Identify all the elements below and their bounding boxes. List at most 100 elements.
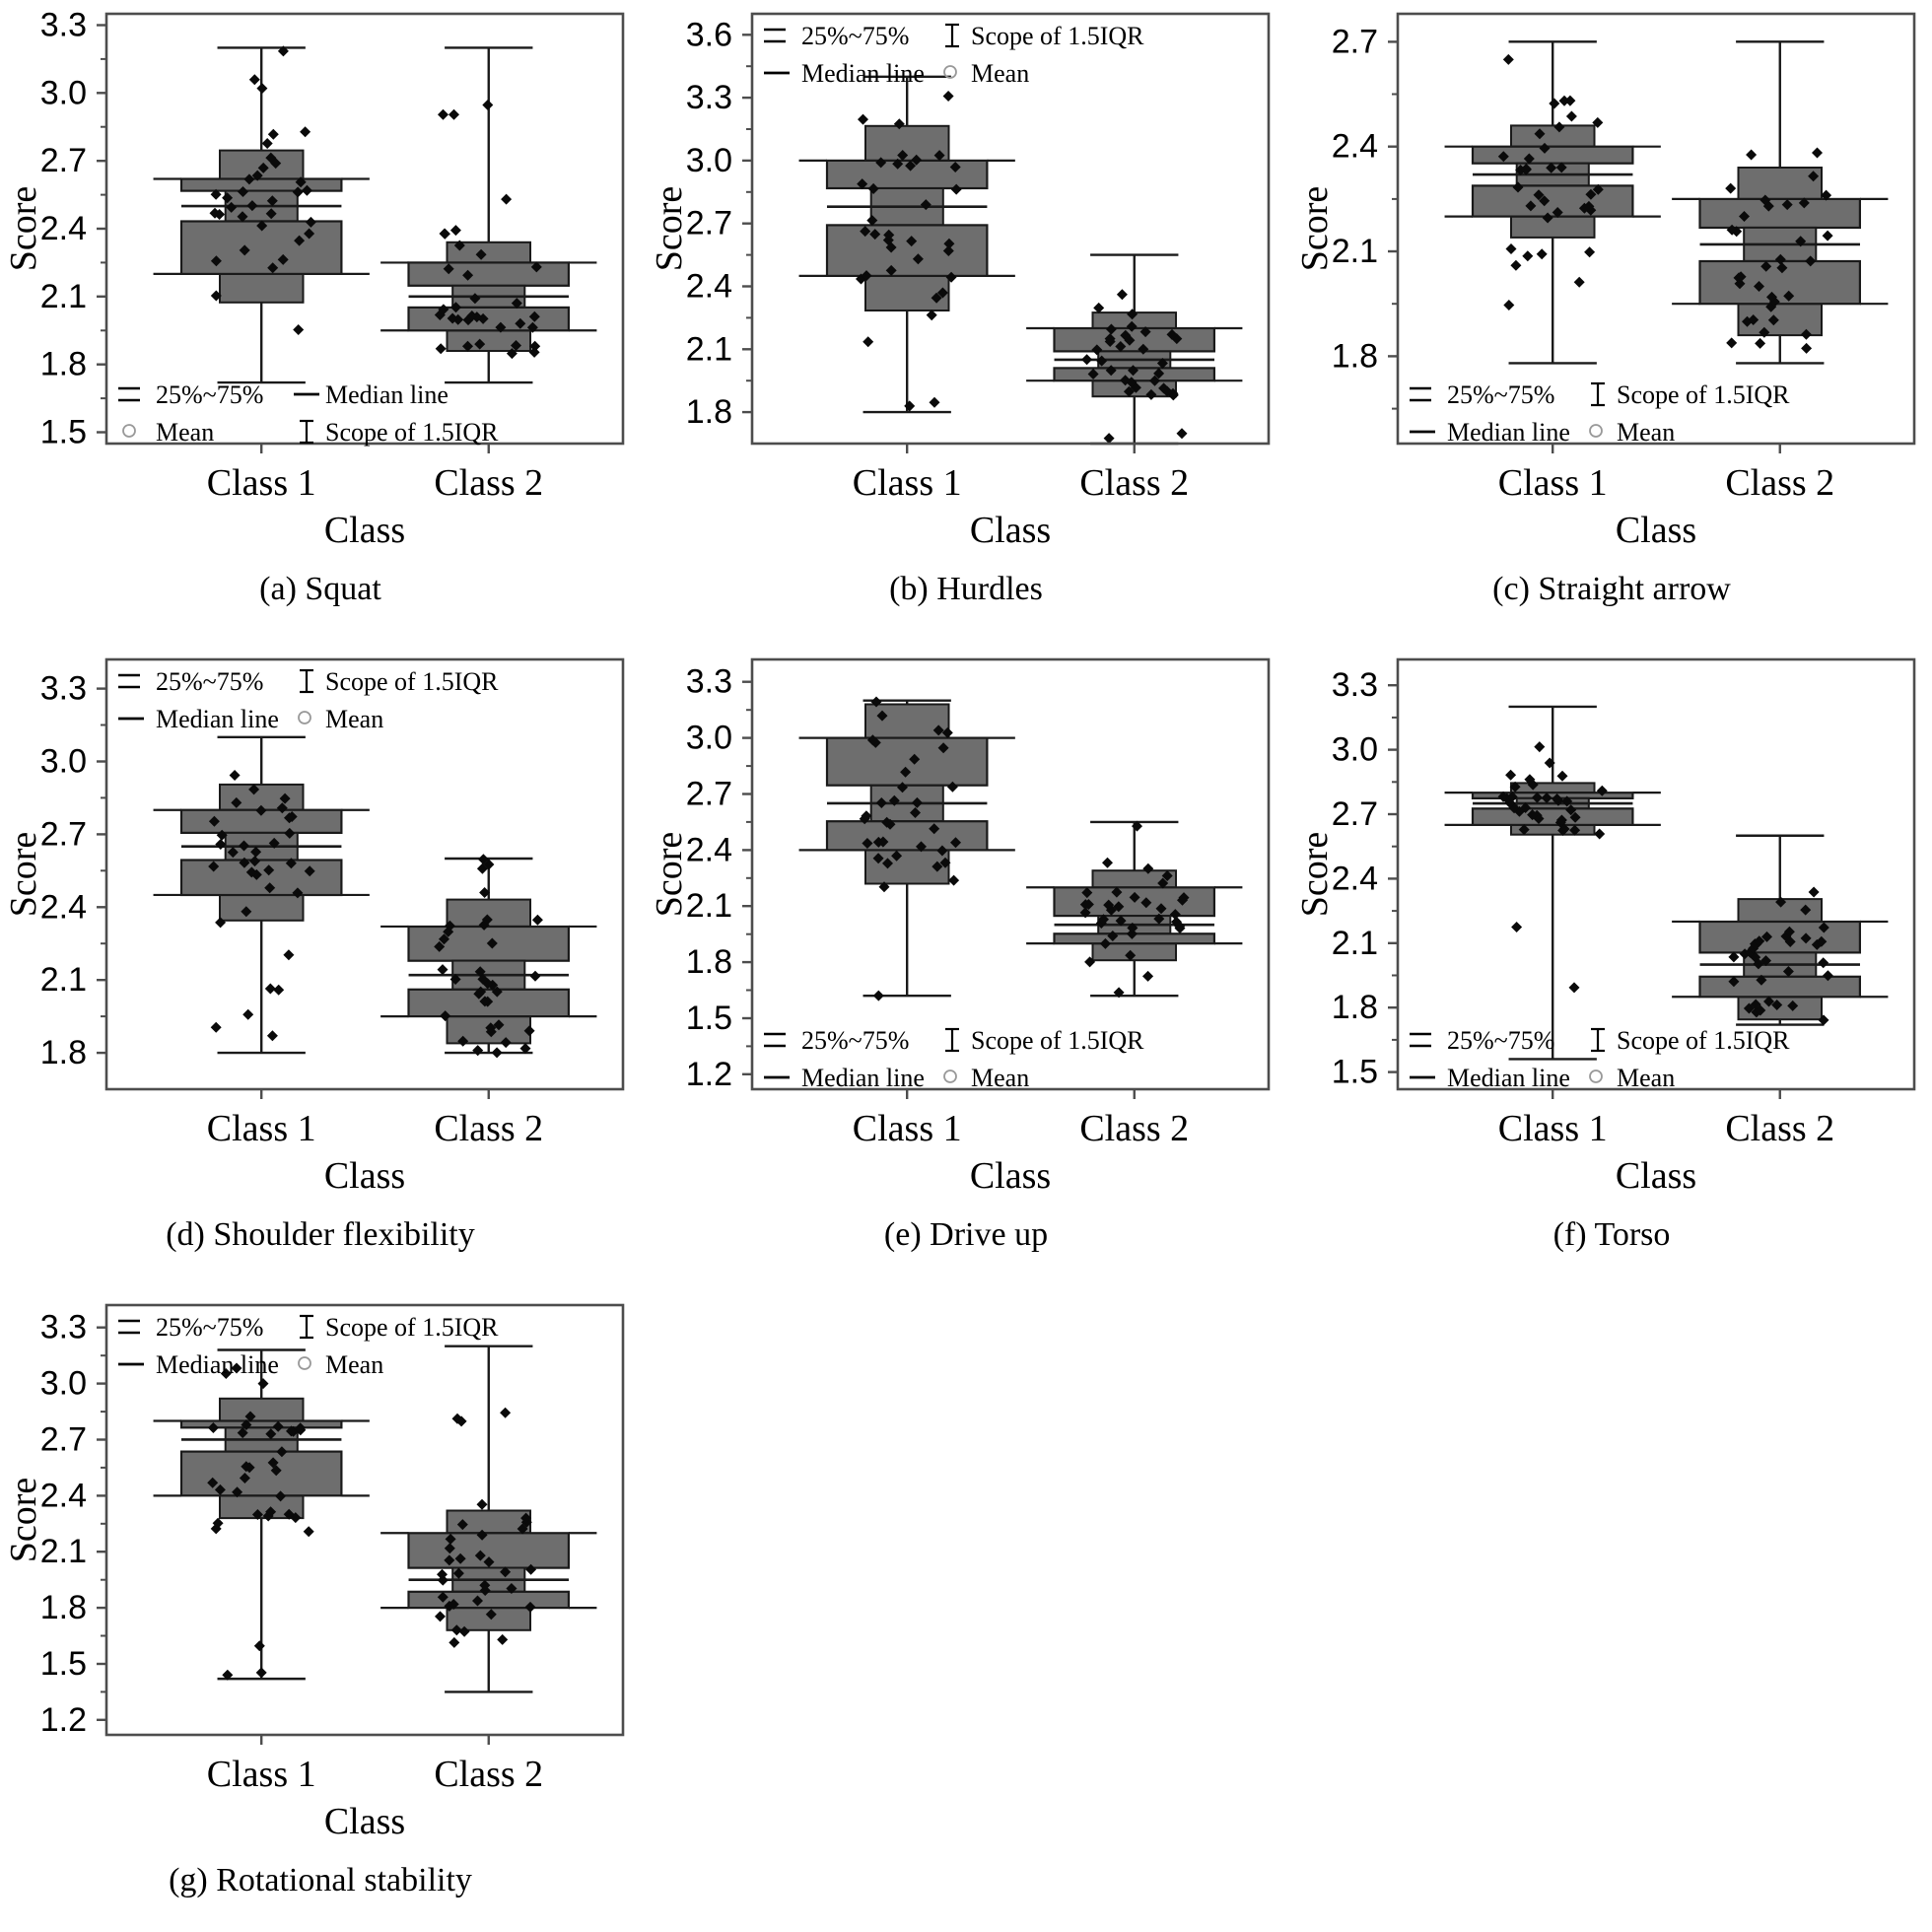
svg-text:Median line: Median line xyxy=(325,380,448,409)
svg-text:2.1: 2.1 xyxy=(40,278,87,315)
svg-text:1.8: 1.8 xyxy=(1332,337,1378,375)
svg-text:2.7: 2.7 xyxy=(1332,23,1378,60)
svg-text:Class: Class xyxy=(324,510,405,551)
svg-text:1.8: 1.8 xyxy=(40,346,87,383)
svg-text:2.4: 2.4 xyxy=(40,210,87,247)
svg-text:Class 2: Class 2 xyxy=(434,1754,543,1795)
svg-text:3.3: 3.3 xyxy=(40,670,87,708)
svg-text:1.5: 1.5 xyxy=(686,1000,732,1037)
svg-text:Score: Score xyxy=(3,186,44,272)
svg-text:3.3: 3.3 xyxy=(686,663,732,701)
svg-text:Scope of 1.5IQR: Scope of 1.5IQR xyxy=(325,418,499,447)
svg-text:3.0: 3.0 xyxy=(40,74,87,111)
svg-text:Score: Score xyxy=(1294,186,1336,272)
svg-text:Class: Class xyxy=(970,1155,1051,1197)
svg-text:Class 2: Class 2 xyxy=(1079,1108,1189,1149)
svg-text:25%~75%: 25%~75% xyxy=(156,1313,263,1342)
svg-text:1.8: 1.8 xyxy=(686,393,732,431)
svg-text:2.4: 2.4 xyxy=(686,268,732,306)
svg-text:25%~75%: 25%~75% xyxy=(1447,1026,1554,1055)
svg-text:1.5: 1.5 xyxy=(1332,1054,1378,1091)
svg-text:Class 1: Class 1 xyxy=(853,1108,962,1149)
svg-text:Mean: Mean xyxy=(156,418,214,447)
svg-text:1.8: 1.8 xyxy=(686,943,732,981)
svg-text:1.8: 1.8 xyxy=(1332,989,1378,1026)
svg-text:Scope of 1.5IQR: Scope of 1.5IQR xyxy=(325,667,499,696)
svg-text:1.8: 1.8 xyxy=(40,1589,87,1626)
svg-text:Mean: Mean xyxy=(1617,418,1675,447)
svg-text:2.1: 2.1 xyxy=(686,887,732,925)
svg-text:1.5: 1.5 xyxy=(40,414,87,451)
svg-text:Score: Score xyxy=(649,186,690,272)
svg-text:Scope of 1.5IQR: Scope of 1.5IQR xyxy=(1617,380,1790,409)
svg-text:2.1: 2.1 xyxy=(1332,925,1378,962)
svg-text:25%~75%: 25%~75% xyxy=(801,1026,909,1055)
svg-text:Mean: Mean xyxy=(971,1064,1029,1092)
svg-text:2.7: 2.7 xyxy=(40,815,87,853)
svg-text:2.7: 2.7 xyxy=(686,776,732,813)
svg-text:Median line: Median line xyxy=(801,59,925,88)
svg-text:3.0: 3.0 xyxy=(1332,731,1378,769)
svg-text:Score: Score xyxy=(3,1478,44,1563)
svg-text:2.7: 2.7 xyxy=(686,205,732,242)
svg-text:Median line: Median line xyxy=(156,1350,279,1379)
svg-text:2.4: 2.4 xyxy=(40,1477,87,1514)
svg-text:Class 1: Class 1 xyxy=(207,1754,316,1795)
svg-text:2.1: 2.1 xyxy=(1332,233,1378,270)
svg-text:Median line: Median line xyxy=(156,705,279,733)
svg-text:Class 1: Class 1 xyxy=(1498,1108,1608,1149)
svg-text:Class 2: Class 2 xyxy=(1725,462,1834,504)
svg-text:2.7: 2.7 xyxy=(40,1421,87,1459)
svg-text:3.0: 3.0 xyxy=(686,142,732,179)
svg-text:Median line: Median line xyxy=(1447,1064,1570,1092)
svg-text:25%~75%: 25%~75% xyxy=(156,380,263,409)
svg-text:3.3: 3.3 xyxy=(686,79,732,116)
svg-text:Median line: Median line xyxy=(1447,418,1570,447)
svg-text:Class: Class xyxy=(1616,1155,1696,1197)
svg-text:Class 2: Class 2 xyxy=(1079,462,1189,504)
svg-text:3.3: 3.3 xyxy=(40,7,87,44)
svg-text:2.1: 2.1 xyxy=(686,330,732,368)
svg-text:3.3: 3.3 xyxy=(1332,666,1378,704)
svg-text:Mean: Mean xyxy=(325,705,383,733)
svg-text:Class 2: Class 2 xyxy=(1725,1108,1834,1149)
svg-text:Class: Class xyxy=(970,510,1051,551)
svg-text:2.4: 2.4 xyxy=(1332,128,1378,166)
svg-text:Class 1: Class 1 xyxy=(207,1108,316,1149)
svg-text:25%~75%: 25%~75% xyxy=(801,22,909,50)
svg-text:1.5: 1.5 xyxy=(40,1645,87,1683)
svg-text:1.2: 1.2 xyxy=(40,1701,87,1739)
svg-text:Scope of 1.5IQR: Scope of 1.5IQR xyxy=(971,1026,1144,1055)
svg-text:2.1: 2.1 xyxy=(40,961,87,999)
svg-text:Median line: Median line xyxy=(801,1064,925,1092)
svg-text:2.7: 2.7 xyxy=(1332,795,1378,833)
svg-text:Class 2: Class 2 xyxy=(434,462,543,504)
svg-text:25%~75%: 25%~75% xyxy=(1447,380,1554,409)
svg-text:2.4: 2.4 xyxy=(686,831,732,868)
svg-text:2.4: 2.4 xyxy=(1332,860,1378,897)
svg-text:1.8: 1.8 xyxy=(40,1034,87,1071)
svg-text:Scope of 1.5IQR: Scope of 1.5IQR xyxy=(1617,1026,1790,1055)
svg-text:2.4: 2.4 xyxy=(40,888,87,926)
svg-text:Class: Class xyxy=(324,1801,405,1842)
svg-text:Score: Score xyxy=(1294,832,1336,918)
svg-text:Class 1: Class 1 xyxy=(853,462,962,504)
svg-text:Score: Score xyxy=(649,832,690,918)
svg-text:3.0: 3.0 xyxy=(40,1365,87,1403)
svg-text:Mean: Mean xyxy=(1617,1064,1675,1092)
svg-text:2.1: 2.1 xyxy=(40,1533,87,1570)
svg-text:Class 1: Class 1 xyxy=(207,462,316,504)
svg-text:Class 2: Class 2 xyxy=(434,1108,543,1149)
svg-text:3.6: 3.6 xyxy=(686,16,732,53)
svg-text:Score: Score xyxy=(3,832,44,918)
svg-text:2.7: 2.7 xyxy=(40,142,87,179)
svg-text:Scope of 1.5IQR: Scope of 1.5IQR xyxy=(971,22,1144,50)
svg-text:3.3: 3.3 xyxy=(40,1309,87,1346)
svg-text:Mean: Mean xyxy=(971,59,1029,88)
svg-text:25%~75%: 25%~75% xyxy=(156,667,263,696)
svg-text:3.0: 3.0 xyxy=(686,720,732,757)
svg-text:Mean: Mean xyxy=(325,1350,383,1379)
svg-text:3.0: 3.0 xyxy=(40,743,87,781)
svg-text:Class 1: Class 1 xyxy=(1498,462,1608,504)
svg-text:Scope of 1.5IQR: Scope of 1.5IQR xyxy=(325,1313,499,1342)
